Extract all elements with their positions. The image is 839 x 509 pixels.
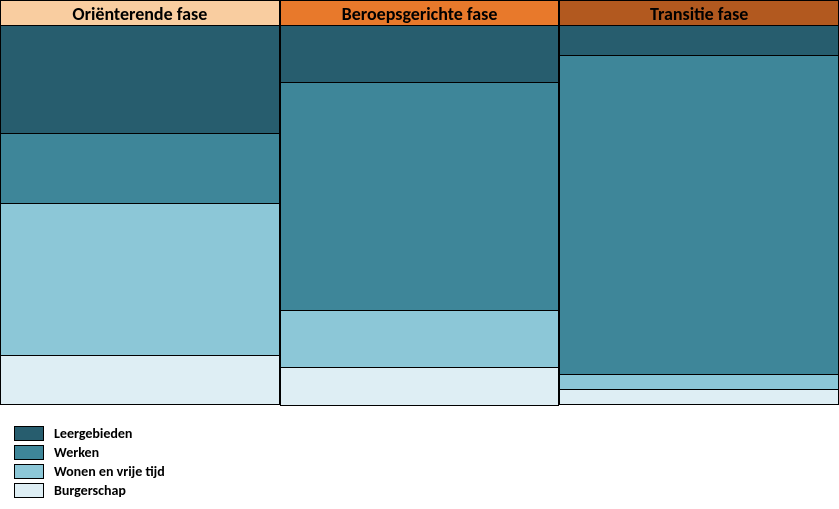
legend-item-burgerschap: Burgerschap xyxy=(14,481,839,500)
phase-chart: Oriënterende fase Beroepsgerichte fase T… xyxy=(0,0,839,500)
legend-swatch xyxy=(14,464,44,479)
phase-header-orienterende: Oriënterende fase xyxy=(0,0,280,26)
phase-col-transitie: Transitie fase xyxy=(559,0,839,406)
segment xyxy=(559,375,839,390)
segment xyxy=(0,26,280,134)
segment xyxy=(280,311,560,368)
segment xyxy=(559,390,839,405)
segment xyxy=(0,356,280,405)
legend-label: Wonen en vrije tijd xyxy=(54,463,165,480)
segment xyxy=(280,83,560,311)
legend-label: Burgerschap xyxy=(54,482,126,499)
segment xyxy=(559,56,839,375)
segment xyxy=(0,204,280,356)
legend-item-werken: Werken xyxy=(14,443,839,462)
legend-swatch xyxy=(14,426,44,441)
legend-label: Werken xyxy=(54,444,99,461)
segment xyxy=(559,26,839,56)
legend-label: Leergebieden xyxy=(54,425,132,442)
legend: Leergebieden Werken Wonen en vrije tijd … xyxy=(14,424,839,500)
segment xyxy=(0,134,280,204)
phase-header-beroepsgerichte: Beroepsgerichte fase xyxy=(280,0,560,26)
legend-swatch xyxy=(14,483,44,498)
legend-item-leergebieden: Leergebieden xyxy=(14,424,839,443)
phase-col-beroepsgerichte: Beroepsgerichte fase xyxy=(280,0,560,406)
legend-swatch xyxy=(14,445,44,460)
segment xyxy=(280,368,560,406)
legend-item-wonen: Wonen en vrije tijd xyxy=(14,462,839,481)
phase-header-transitie: Transitie fase xyxy=(559,0,839,26)
phase-col-orienterende: Oriënterende fase xyxy=(0,0,280,406)
segment xyxy=(280,26,560,83)
chart-body: Oriënterende fase Beroepsgerichte fase T… xyxy=(0,0,839,406)
